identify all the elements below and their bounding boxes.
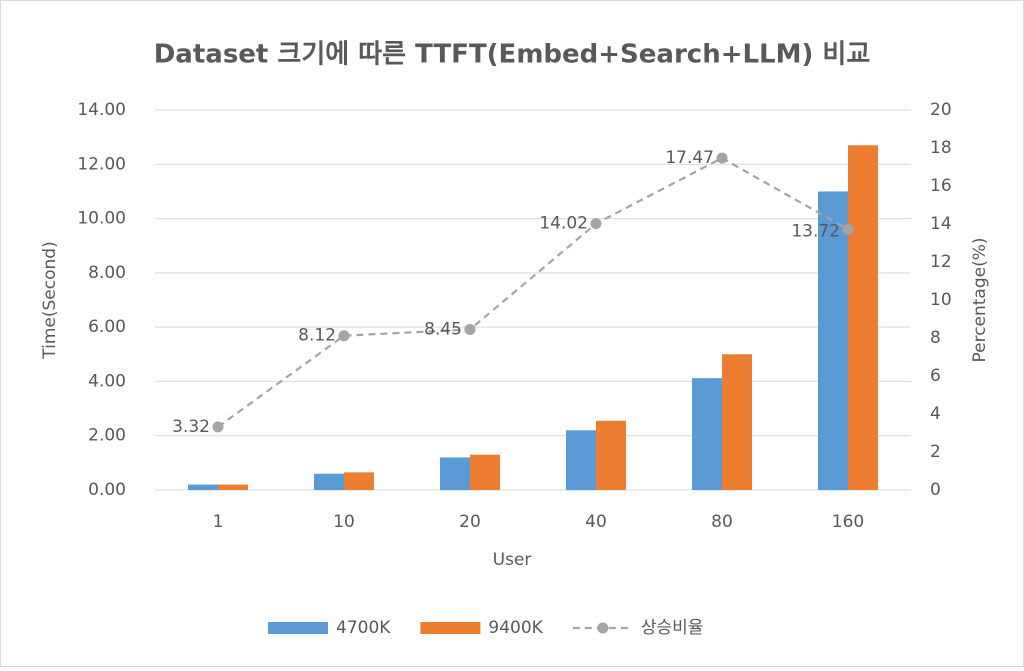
y-tick-label: 0.00 bbox=[88, 480, 126, 500]
y2-tick-label: 16 bbox=[930, 176, 952, 196]
y-tick-label: 10.00 bbox=[77, 209, 126, 229]
x-tick-label: 1 bbox=[213, 512, 224, 532]
y2-tick-label: 14 bbox=[930, 214, 952, 234]
x-tick-label: 80 bbox=[711, 512, 733, 532]
bar bbox=[566, 430, 596, 490]
data-label: 8.45 bbox=[424, 319, 462, 339]
data-label: 13.72 bbox=[791, 221, 840, 241]
y2-tick-label: 2 bbox=[930, 442, 941, 462]
line bbox=[217, 156, 849, 428]
data-label: 14.02 bbox=[539, 214, 588, 234]
line-point bbox=[590, 218, 602, 230]
data-label: 8.12 bbox=[298, 326, 336, 346]
legend-swatch bbox=[597, 622, 609, 634]
y-tick-label: 6.00 bbox=[88, 317, 126, 337]
y-axis-title: Time(Second) bbox=[40, 241, 60, 359]
y2-tick-label: 8 bbox=[930, 328, 941, 348]
legend-label: 상승비율 bbox=[641, 618, 704, 638]
bar bbox=[692, 378, 722, 490]
y2-tick-label: 20 bbox=[930, 100, 952, 120]
y-tick-label: 12.00 bbox=[77, 154, 126, 174]
y-tick-label: 2.00 bbox=[88, 426, 126, 446]
x-axis-title: User bbox=[493, 550, 532, 570]
bar bbox=[470, 454, 500, 490]
x-tick-label: 160 bbox=[832, 512, 864, 532]
legend-swatch bbox=[268, 622, 328, 634]
x-tick-label: 20 bbox=[459, 512, 481, 532]
line-point bbox=[212, 421, 224, 433]
data-label: 17.47 bbox=[665, 148, 714, 168]
chart-title: Dataset 크기에 따른 TTFT(Embed+Search+LLM) 비교 bbox=[154, 40, 871, 70]
y-tick-label: 14.00 bbox=[77, 100, 126, 120]
y2-tick-label: 0 bbox=[930, 480, 941, 500]
legend-label: 9400K bbox=[488, 618, 543, 638]
legend-label: 4700K bbox=[336, 618, 391, 638]
bar bbox=[314, 473, 344, 490]
bar bbox=[848, 145, 878, 491]
x-tick-label: 10 bbox=[333, 512, 355, 532]
line-point bbox=[338, 330, 350, 342]
y2-tick-label: 18 bbox=[930, 138, 952, 158]
bar bbox=[218, 484, 248, 490]
y-tick-label: 8.00 bbox=[88, 263, 126, 283]
line-point bbox=[842, 223, 854, 235]
x-tick-label: 40 bbox=[585, 512, 607, 532]
y2-tick-label: 10 bbox=[930, 290, 952, 310]
bar bbox=[722, 354, 752, 490]
y2-tick-label: 4 bbox=[930, 404, 941, 424]
y2-tick-label: 12 bbox=[930, 252, 952, 272]
data-label: 3.32 bbox=[172, 417, 210, 437]
y2-tick-label: 6 bbox=[930, 366, 941, 386]
line-point bbox=[716, 152, 728, 164]
bar bbox=[596, 420, 626, 490]
bar bbox=[188, 484, 218, 490]
y-tick-label: 4.00 bbox=[88, 371, 126, 391]
legend-swatch bbox=[420, 622, 481, 634]
line-point bbox=[464, 323, 476, 335]
bar bbox=[818, 191, 848, 490]
bar bbox=[440, 457, 470, 490]
y2-axis-title: Percentage(%) bbox=[970, 237, 990, 362]
bar bbox=[344, 472, 374, 490]
